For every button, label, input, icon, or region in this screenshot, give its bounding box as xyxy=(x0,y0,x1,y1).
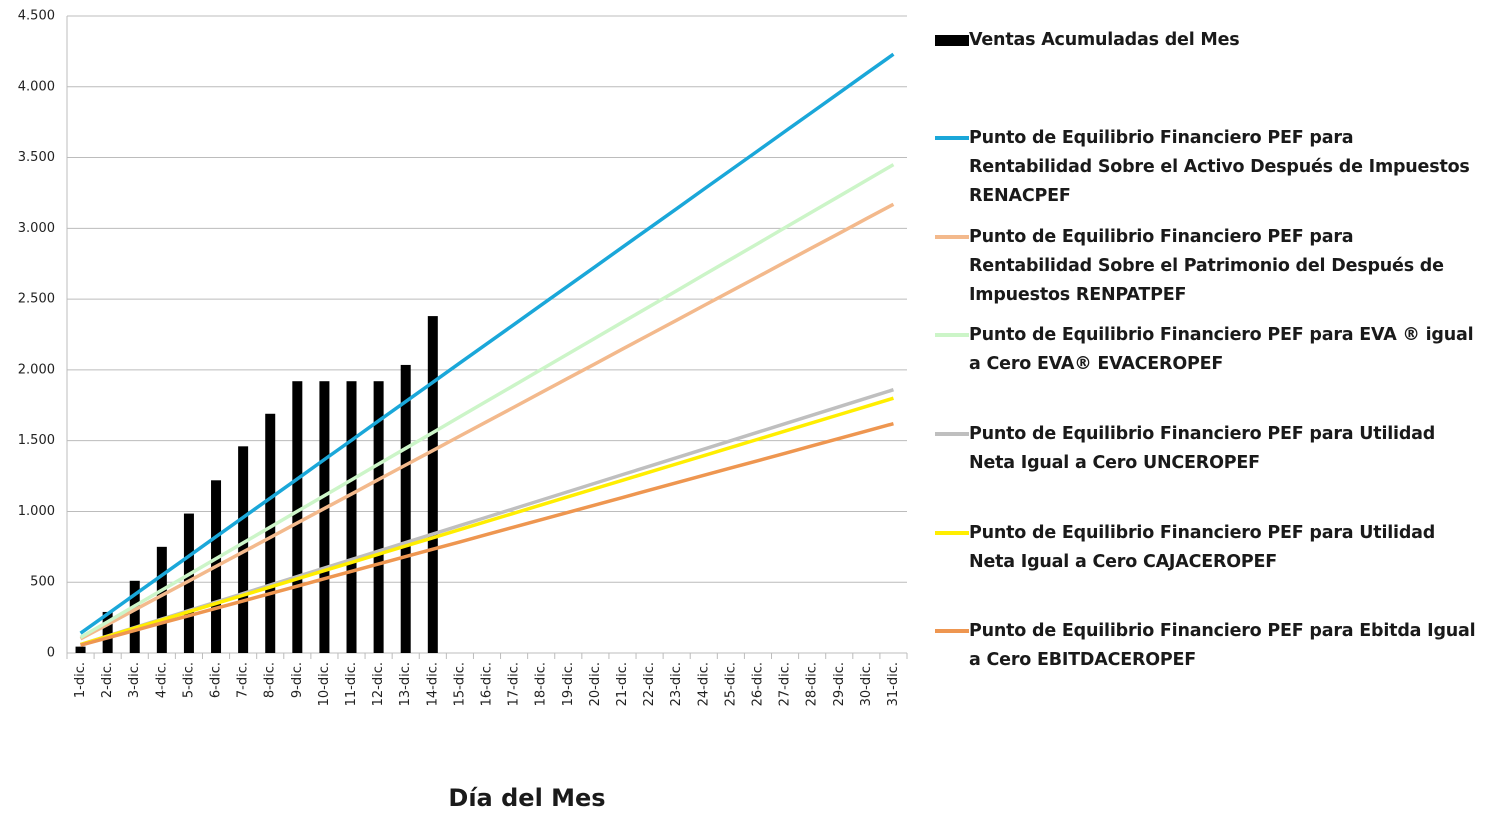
x-tick-label: 10-dic. xyxy=(317,662,332,706)
y-tick-label: 1.000 xyxy=(18,504,55,519)
x-tick-label: 15-dic. xyxy=(452,662,467,706)
legend-swatch xyxy=(935,26,969,54)
y-tick-label: 2.000 xyxy=(18,362,55,377)
legend-item: Punto de Equilibrio Financiero PEF para … xyxy=(935,519,1480,577)
bar xyxy=(102,611,113,653)
legend-label: Punto de Equilibrio Financiero PEF para … xyxy=(969,227,1444,305)
line xyxy=(80,421,894,647)
x-tick-label: 20-dic. xyxy=(588,662,603,706)
x-tick-label: 22-dic. xyxy=(642,662,657,706)
legend-label: Punto de Equilibrio Financiero PEF para … xyxy=(969,621,1476,670)
legend-item: Punto de Equilibrio Financiero PEF para … xyxy=(935,321,1480,379)
bar xyxy=(75,646,86,653)
x-tick-label: 14-dic. xyxy=(425,662,440,706)
x-tick-label: 24-dic. xyxy=(696,662,711,706)
x-tick-label: 17-dic. xyxy=(507,662,522,706)
bar xyxy=(183,513,194,653)
bar xyxy=(427,316,438,653)
x-tick-label: 31-dic. xyxy=(886,662,901,706)
legend-item: Punto de Equilibrio Financiero PEF para … xyxy=(935,617,1480,675)
x-tick-label: 9-dic. xyxy=(290,662,305,698)
x-tick-label: 28-dic. xyxy=(805,662,820,706)
y-tick-label: 3.000 xyxy=(18,221,55,236)
legend-swatch xyxy=(935,519,969,547)
bar xyxy=(319,381,330,653)
bar xyxy=(129,580,140,653)
legend-swatch xyxy=(935,420,969,448)
line xyxy=(79,52,895,635)
line xyxy=(79,163,895,639)
y-tick-label: 500 xyxy=(30,575,55,590)
y-tick-label: 3.500 xyxy=(18,150,55,165)
x-tick-label: 2-dic. xyxy=(100,662,115,698)
legend-item: Ventas Acumuladas del Mes xyxy=(935,26,1480,55)
legend-swatch xyxy=(935,223,969,251)
x-tick-label: 12-dic. xyxy=(371,662,386,706)
x-tick-label: 7-dic. xyxy=(236,662,251,698)
y-tick-label: 0 xyxy=(47,646,55,661)
x-tick-label: 18-dic. xyxy=(534,662,549,706)
x-tick-label: 26-dic. xyxy=(750,662,765,706)
legend-item: Punto de Equilibrio Financiero PEF para … xyxy=(935,223,1480,310)
x-tick-label: 1-dic. xyxy=(73,662,88,698)
legend-swatch xyxy=(935,617,969,645)
legend-item: Punto de Equilibrio Financiero PEF para … xyxy=(935,420,1480,478)
x-tick-label: 30-dic. xyxy=(859,662,874,706)
line xyxy=(80,396,894,647)
x-tick-label: 16-dic. xyxy=(480,662,495,706)
y-tick-label: 4.500 xyxy=(18,9,55,24)
legend-label: Ventas Acumuladas del Mes xyxy=(969,30,1240,50)
legend-label: Punto de Equilibrio Financiero PEF para … xyxy=(969,523,1436,572)
x-tick-label: 27-dic. xyxy=(778,662,793,706)
legend-label: Punto de Equilibrio Financiero PEF para … xyxy=(969,424,1436,473)
bar xyxy=(292,381,303,653)
legend-swatch xyxy=(935,124,969,152)
x-tick-label: 11-dic. xyxy=(344,662,359,706)
x-tick-label: 29-dic. xyxy=(832,662,847,706)
x-tick-label: 19-dic. xyxy=(561,662,576,706)
x-tick-label: 25-dic. xyxy=(723,662,738,706)
x-tick-label: 23-dic. xyxy=(669,662,684,706)
y-tick-label: 1.500 xyxy=(18,433,55,448)
legend-label: Punto de Equilibrio Financiero PEF para … xyxy=(969,128,1470,206)
x-tick-label: 3-dic. xyxy=(127,662,142,698)
legend-label: Punto de Equilibrio Financiero PEF para … xyxy=(969,325,1474,374)
bar xyxy=(265,413,276,653)
legend-swatch xyxy=(935,321,969,349)
y-tick-label: 2.500 xyxy=(18,292,55,307)
legend-item: Punto de Equilibrio Financiero PEF para … xyxy=(935,124,1480,211)
bar xyxy=(156,546,167,653)
x-tick-label: 6-dic. xyxy=(209,662,224,698)
x-axis-label: Día del Mes xyxy=(448,784,605,812)
bar xyxy=(373,381,384,653)
bar xyxy=(400,364,411,653)
x-tick-label: 8-dic. xyxy=(263,662,278,698)
y-tick-label: 4.000 xyxy=(18,79,55,94)
x-tick-label: 5-dic. xyxy=(181,662,196,698)
x-tick-label: 4-dic. xyxy=(154,662,169,698)
x-tick-label: 21-dic. xyxy=(615,662,630,706)
line xyxy=(79,202,895,641)
bar xyxy=(346,381,357,653)
x-tick-label: 13-dic. xyxy=(398,662,413,706)
bar xyxy=(238,446,249,653)
